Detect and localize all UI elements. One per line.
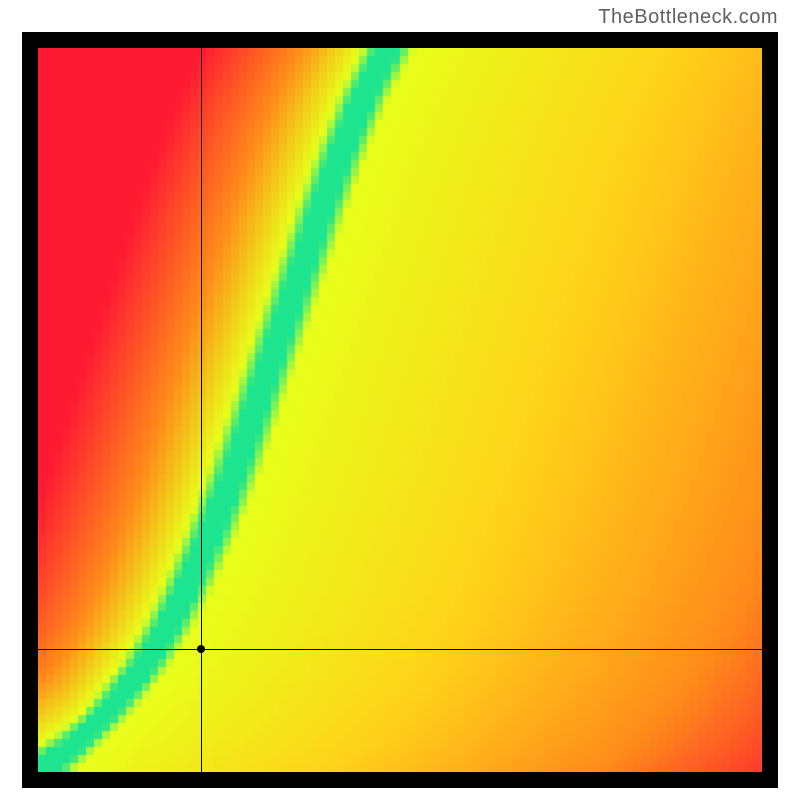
watermark-text: TheBottleneck.com — [598, 6, 778, 29]
plot-area — [38, 48, 762, 772]
heatmap-canvas — [38, 48, 762, 772]
chart-container: TheBottleneck.com — [0, 0, 800, 800]
chart-frame — [22, 32, 778, 788]
crosshair-marker — [197, 645, 205, 653]
crosshair-horizontal — [38, 649, 762, 650]
crosshair-vertical — [201, 48, 202, 772]
